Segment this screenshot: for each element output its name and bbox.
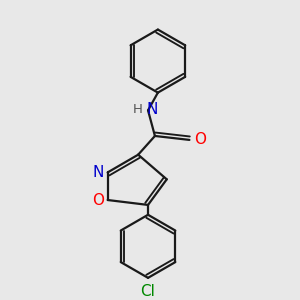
Text: N: N (92, 165, 103, 180)
Text: H: H (133, 103, 143, 116)
Text: O: O (194, 132, 206, 147)
Text: Cl: Cl (141, 284, 155, 299)
Text: O: O (92, 193, 104, 208)
Text: N: N (146, 102, 158, 117)
